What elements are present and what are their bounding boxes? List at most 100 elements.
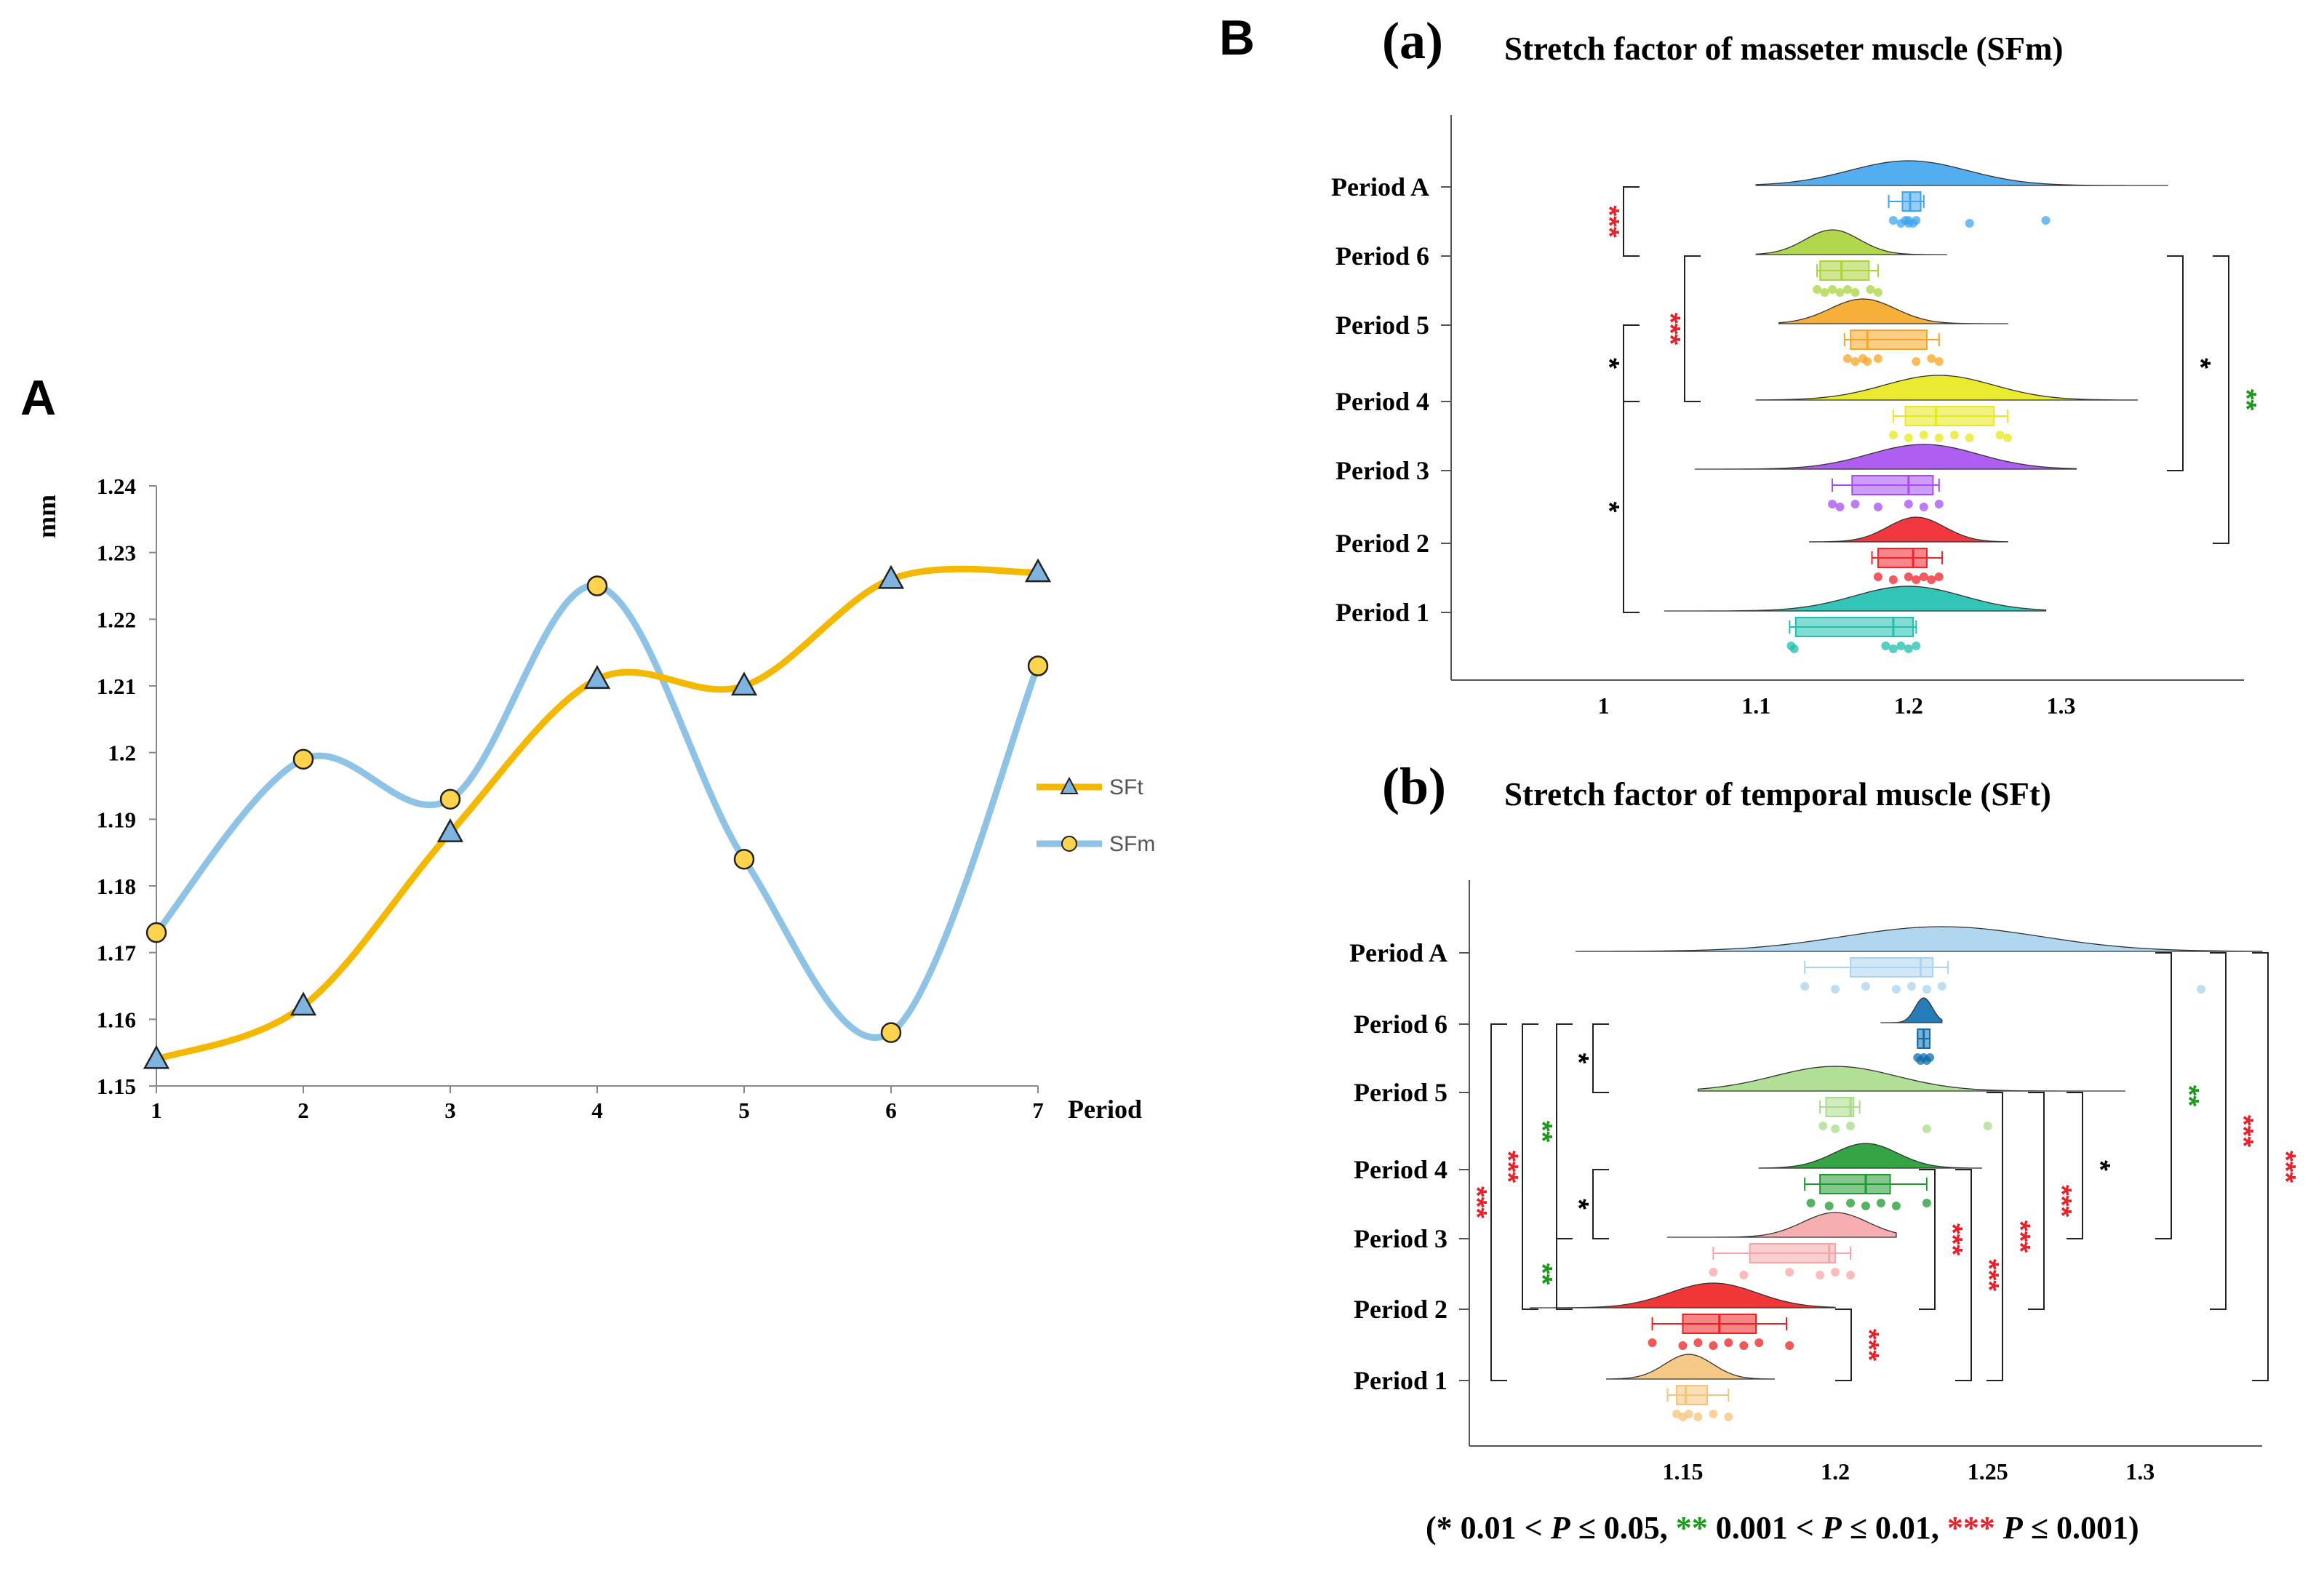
- panel-label-A: A: [20, 370, 56, 426]
- sig-label: ***: [1594, 205, 1624, 238]
- data-point: [1912, 642, 1920, 650]
- footnote-text-1b: ≤ 0.05,: [1570, 1510, 1676, 1546]
- subchart-a-title: Stretch factor of masseter muscle (SFm): [1504, 31, 2064, 67]
- footnote-p-2: P: [1822, 1510, 1842, 1546]
- x-tick-label: 7: [1032, 1098, 1044, 1123]
- sig-label: **: [1527, 1263, 1557, 1285]
- data-point: [1754, 1338, 1763, 1347]
- density-cloud: [1779, 299, 2008, 324]
- x-tick-label: 1.2: [1894, 692, 1923, 719]
- x-tick-label: 1.15: [1662, 1458, 1703, 1485]
- y-tick-label: 1.18: [97, 874, 136, 899]
- data-point: [1965, 219, 1974, 228]
- box: [1820, 1175, 1890, 1194]
- data-point: [2042, 216, 2051, 225]
- density-cloud: [1810, 517, 2008, 542]
- sig-label: *: [1563, 1199, 1594, 1210]
- box: [1677, 1386, 1707, 1405]
- data-point: [1785, 1268, 1794, 1277]
- data-point: [1904, 572, 1913, 581]
- x-tick-label: 1: [151, 1098, 162, 1123]
- row-label: Period 4: [1354, 1155, 1447, 1184]
- footnote-text-3: ≤ 0.001): [2023, 1510, 2139, 1546]
- subchart-a-header: (a) Stretch factor of masseter muscle (S…: [1382, 12, 2064, 70]
- data-point: [1693, 1338, 1702, 1347]
- data-point: [1850, 288, 1859, 297]
- data-point: [1828, 500, 1837, 508]
- row-label: Period 4: [1335, 387, 1429, 416]
- density-cloud: [1756, 230, 1946, 255]
- data-point: [1850, 500, 1859, 508]
- sig-bracket: [1593, 1024, 1609, 1092]
- density-cloud: [1530, 1283, 1835, 1308]
- data-point: [1825, 1202, 1834, 1210]
- box: [1906, 407, 1994, 426]
- sig-bracket: [1593, 1170, 1609, 1239]
- sig-label: **: [2231, 389, 2261, 411]
- data-point: [1874, 288, 1882, 297]
- x-tick-label: 1.1: [1741, 692, 1770, 719]
- data-point: [1922, 1199, 1931, 1207]
- sig-label: ***: [1493, 1151, 1523, 1183]
- density-cloud: [1668, 1213, 1896, 1237]
- sig-label: **: [2173, 1085, 2204, 1107]
- y-tick-label: 1.23: [97, 540, 136, 566]
- x-tick-label: 1.2: [1821, 1458, 1850, 1485]
- data-point: [1920, 431, 1928, 439]
- marker-SFm: [735, 850, 754, 868]
- series-line-SFm: [156, 586, 1038, 1038]
- y-axis-title: mm: [32, 495, 61, 538]
- x-tick-label: 6: [885, 1098, 897, 1123]
- data-point: [1920, 572, 1928, 581]
- raincloud-chart-masseter: 1 1.1 1.2 1.3Period APeriod 6Period 5Period…: [1331, 115, 2261, 719]
- marker-SFm: [882, 1023, 901, 1042]
- data-point: [1889, 644, 1898, 653]
- footnote-open: (: [1426, 1510, 1437, 1546]
- data-point: [1846, 1271, 1855, 1279]
- data-point: [1889, 575, 1898, 584]
- row-label: Period A: [1331, 172, 1429, 201]
- data-point: [1836, 288, 1845, 297]
- data-point: [1648, 1338, 1657, 1347]
- data-point: [1938, 982, 1946, 991]
- sig-bracket: [2155, 953, 2171, 1239]
- density-cloud: [1759, 1143, 1981, 1168]
- data-point: [1828, 285, 1837, 294]
- data-point: [1896, 642, 1905, 650]
- data-point: [1889, 216, 1898, 225]
- footnote-text-2: 0.001 <: [1708, 1510, 1822, 1546]
- density-cloud: [1881, 998, 1942, 1023]
- data-point: [1920, 503, 1928, 511]
- sig-bracket: [1624, 187, 1640, 256]
- data-point: [1889, 431, 1898, 439]
- data-point: [1800, 982, 1809, 991]
- x-tick-label: 3: [444, 1098, 456, 1123]
- sig-label: ***: [2270, 1151, 2301, 1183]
- density-cloud: [1756, 161, 2168, 185]
- y-tick-label: 1.16: [97, 1007, 136, 1032]
- data-point: [1912, 216, 1920, 225]
- sig-bracket: [1835, 1309, 1851, 1381]
- line-chart-panel-A: 1.15 1.16 1.17 1.18 1.19 1.2 1.21 1.22 1.23 1.24 1…: [32, 474, 1155, 1124]
- data-point: [1866, 285, 1874, 294]
- x-tick-label: 4: [591, 1098, 603, 1123]
- density-cloud: [1756, 375, 2137, 400]
- y-tick-label: 1.22: [97, 607, 136, 632]
- row-label: Period 5: [1335, 311, 1429, 340]
- row-label: Period 6: [1354, 1010, 1447, 1039]
- data-point: [1927, 354, 1936, 363]
- footnote-star-3: ***: [1947, 1510, 1995, 1546]
- x-tick-label: 2: [298, 1098, 309, 1123]
- figure-page: { "panel_labels": {"A": "A", "B": "B"}, …: [0, 0, 2324, 1574]
- data-point: [1904, 644, 1913, 653]
- panel-label-B: B: [1219, 10, 1255, 65]
- sig-label: ***: [1853, 1329, 1884, 1362]
- y-tick-label: 1.24: [97, 474, 136, 499]
- footnote-star-2: **: [1676, 1510, 1708, 1546]
- data-point: [1709, 1341, 1717, 1350]
- data-point: [1685, 1410, 1693, 1418]
- data-point: [1881, 642, 1890, 650]
- data-point: [1816, 1271, 1824, 1279]
- sig-bracket: [2213, 256, 2229, 543]
- density-cloud: [1576, 927, 2262, 951]
